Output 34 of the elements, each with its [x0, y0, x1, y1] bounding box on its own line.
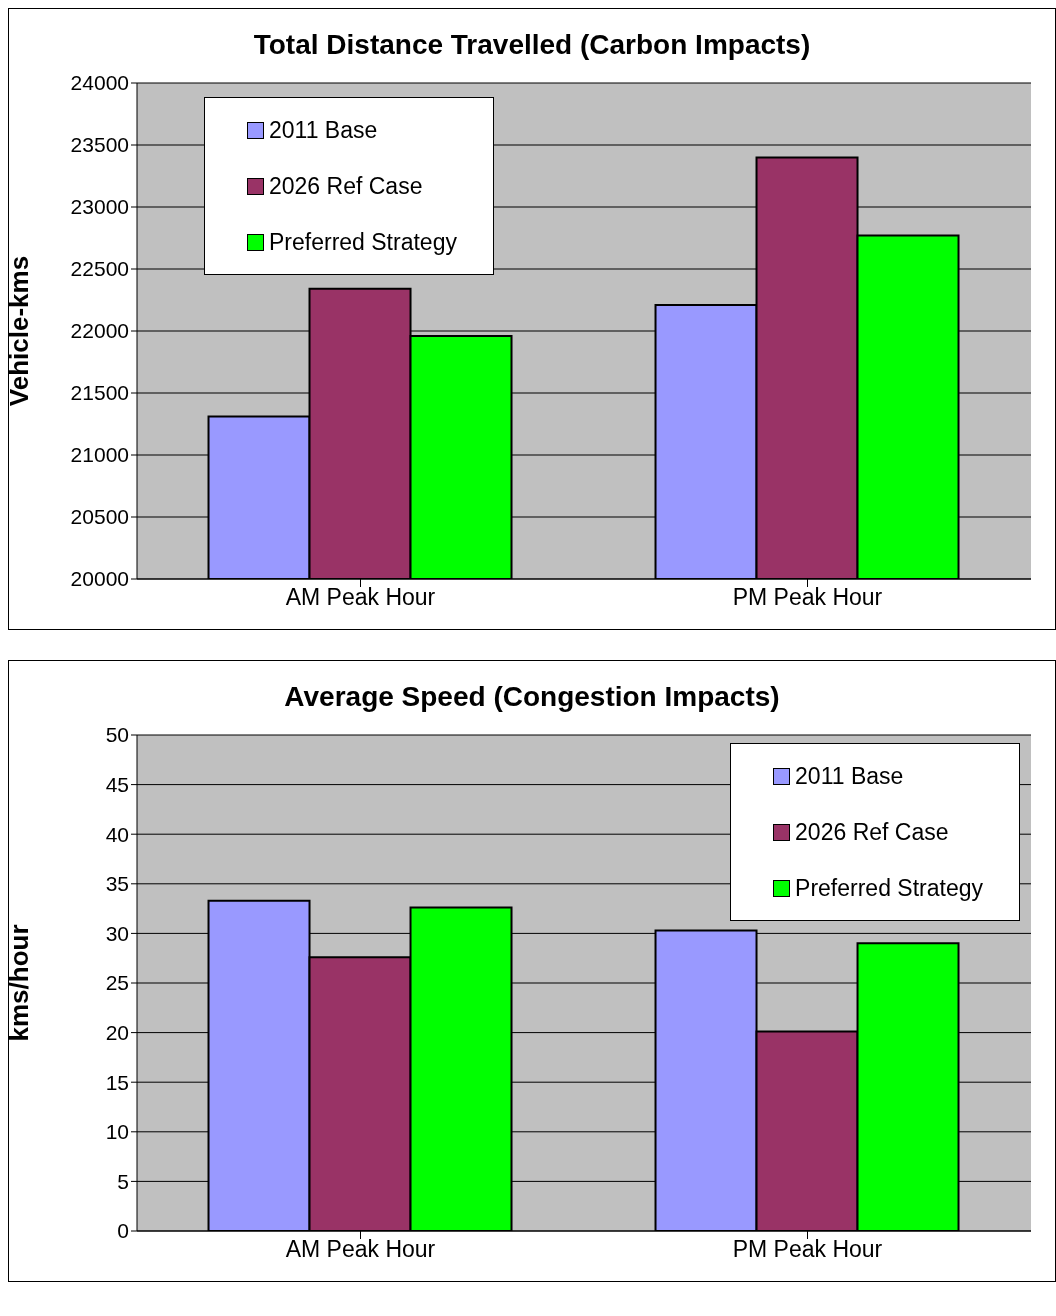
y-tick-label: 22500 [70, 257, 129, 281]
legend-label: Preferred Strategy [795, 874, 983, 902]
x-tick-label: AM Peak Hour [285, 1236, 436, 1263]
y-tick-label: 40 [105, 822, 129, 846]
chart-title: Average Speed (Congestion Impacts) [283, 680, 781, 714]
x-tick-label: PM Peak Hour [732, 584, 883, 611]
y-tick-label: 20500 [70, 505, 129, 529]
y-tick-label: 25 [105, 971, 129, 995]
legend-label: 2011 Base [269, 116, 378, 144]
chart-title: Total Distance Travelled (Carbon Impacts) [252, 28, 812, 62]
legend-label: Preferred Strategy [269, 228, 457, 256]
y-tick-label: 20000 [70, 567, 129, 591]
legend-label: 2026 Ref Case [269, 172, 423, 200]
y-tick-label: 20 [105, 1021, 129, 1045]
legend-label: 2026 Ref Case [795, 818, 949, 846]
y-tick-label: 30 [105, 921, 129, 945]
x-tick-label: PM Peak Hour [732, 1236, 883, 1263]
y-tick-label: 5 [117, 1169, 129, 1193]
y-axis-title: kms/hour [4, 924, 35, 1042]
y-tick-label: 23000 [70, 195, 129, 219]
y-tick-label: 21500 [70, 381, 129, 405]
y-tick-label: 24000 [70, 71, 129, 95]
y-axis-title: Vehicle-kms [4, 255, 35, 407]
y-tick-label: 50 [105, 723, 129, 747]
y-tick-label: 21000 [70, 443, 129, 467]
legend-label: 2011 Base [795, 762, 904, 790]
y-tick-label: 15 [105, 1070, 129, 1094]
y-tick-label: 0 [117, 1219, 129, 1243]
y-tick-label: 45 [105, 773, 129, 797]
y-tick-label: 22000 [70, 319, 129, 343]
x-tick-label: AM Peak Hour [285, 584, 436, 611]
y-tick-label: 23500 [70, 133, 129, 157]
y-tick-label: 35 [105, 872, 129, 896]
y-tick-label: 10 [105, 1120, 129, 1144]
